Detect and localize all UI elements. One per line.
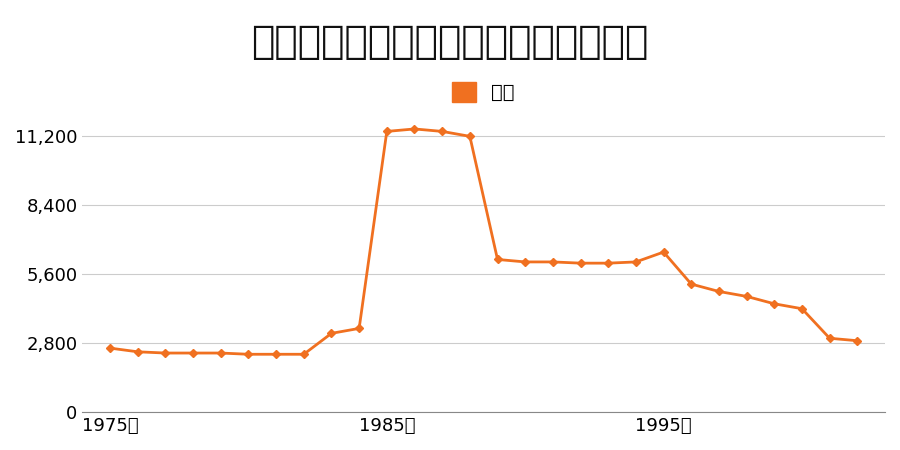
価格 — [188, 351, 199, 356]
価格 — [132, 349, 143, 355]
Text: 北海道釧路市桂恋１４７番の地価推移: 北海道釧路市桂恋１４７番の地価推移 — [251, 22, 649, 60]
価格 — [852, 338, 863, 343]
価格 — [796, 306, 807, 311]
価格 — [492, 257, 503, 262]
価格 — [464, 134, 475, 139]
Legend: 価格: 価格 — [445, 74, 523, 110]
価格 — [547, 259, 558, 265]
価格 — [520, 259, 531, 265]
価格 — [326, 331, 337, 336]
価格 — [769, 301, 779, 306]
Line: 価格: 価格 — [107, 126, 860, 357]
価格 — [658, 249, 669, 255]
価格 — [742, 294, 752, 299]
価格 — [410, 126, 420, 132]
価格 — [160, 351, 171, 356]
価格 — [603, 261, 614, 266]
価格 — [299, 351, 310, 357]
価格 — [243, 351, 254, 357]
価格 — [215, 351, 226, 356]
価格 — [104, 346, 115, 351]
価格 — [631, 259, 642, 265]
価格 — [824, 336, 835, 341]
価格 — [686, 281, 697, 287]
価格 — [436, 129, 447, 134]
価格 — [271, 351, 282, 357]
価格 — [354, 326, 364, 331]
価格 — [382, 129, 392, 134]
価格 — [575, 261, 586, 266]
価格 — [714, 289, 724, 294]
